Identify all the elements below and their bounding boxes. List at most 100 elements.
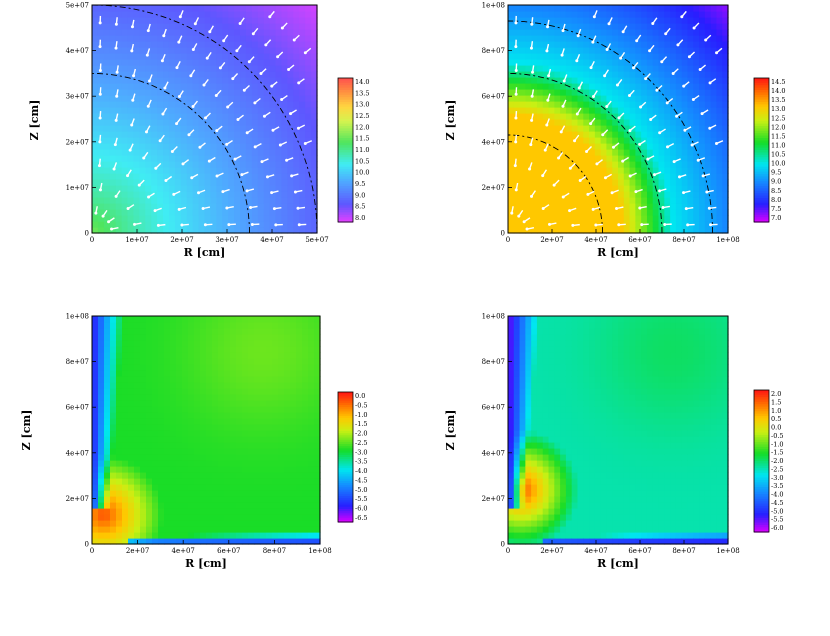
heatmap-cell [140, 340, 147, 347]
heatmap-cell [164, 484, 171, 491]
heatmap-cell [234, 65, 241, 72]
heatmap-cell [659, 35, 665, 42]
heatmap-cell [104, 95, 111, 102]
heatmap-cell [188, 520, 195, 527]
heatmap-cell [122, 400, 129, 407]
heatmap-cell [308, 394, 315, 401]
heatmap-cell [278, 352, 285, 359]
heatmap-cell [687, 155, 693, 162]
heatmap-cell [258, 47, 265, 54]
heatmap-cell [122, 532, 129, 539]
heatmap-cell [566, 203, 572, 210]
heatmap-cell [664, 185, 670, 192]
heatmap-cell [549, 11, 555, 18]
heatmap-cell [230, 406, 237, 413]
heatmap-cell [164, 472, 171, 479]
heatmap-cell [549, 29, 555, 36]
velocity-arrow-head [94, 212, 97, 215]
heatmap-cell [194, 436, 201, 443]
heatmap-cell [170, 466, 177, 473]
heatmap-cell [104, 65, 111, 72]
heatmap-cell [92, 394, 99, 401]
heatmap-cell [236, 532, 243, 539]
heatmap-cell [699, 47, 705, 54]
heatmap-cell [110, 508, 117, 515]
heatmap-cell [224, 400, 231, 407]
heatmap-cell [199, 173, 206, 180]
velocity-arrow-head [702, 174, 705, 177]
heatmap-cell [554, 119, 560, 126]
velocity-arrow-head [545, 49, 548, 52]
x-tick-label: 2e+07 [540, 236, 563, 244]
heatmap-cell [293, 137, 300, 144]
heatmap-cell [116, 209, 123, 216]
heatmap-cell [224, 514, 231, 521]
heatmap-cell [230, 448, 237, 455]
heatmap-cell [187, 149, 194, 156]
heatmap-cell [206, 340, 213, 347]
heatmap-cell [104, 125, 111, 132]
heatmap-cell [163, 125, 170, 132]
colorbar: 14.013.513.012.512.011.511.010.510.09.59… [338, 78, 369, 223]
heatmap-cell [242, 346, 249, 353]
heatmap-cell [230, 424, 237, 431]
heatmap-cell [566, 215, 572, 222]
heatmap-cell [302, 424, 309, 431]
heatmap-cell [218, 496, 225, 503]
heatmap-cell [676, 167, 682, 174]
heatmap-cell [595, 101, 601, 108]
heatmap-cell [305, 107, 312, 114]
heatmap-cell [145, 41, 152, 48]
heatmap-cell [270, 167, 277, 174]
heatmap-cell [170, 370, 177, 377]
velocity-arrow-head [563, 80, 566, 83]
heatmap-cell [296, 316, 303, 323]
heatmap-cell [531, 215, 537, 222]
heatmap-cell [583, 155, 589, 162]
heatmap-cell [635, 53, 641, 60]
heatmap-cell [205, 197, 212, 204]
heatmap-cell [676, 125, 682, 132]
heatmap-cell [230, 496, 237, 503]
heatmap-cell [175, 53, 182, 60]
heatmap-cell [258, 53, 265, 60]
heatmap-cell [176, 316, 183, 323]
heatmap-cell [175, 47, 182, 54]
heatmap-cell [583, 209, 589, 216]
heatmap-cell [531, 59, 537, 66]
heatmap-cell [624, 101, 630, 108]
heatmap-cell [305, 35, 312, 42]
velocity-arrow-head [560, 130, 563, 133]
heatmap-cell [92, 370, 99, 377]
heatmap-cell [676, 131, 682, 138]
heatmap-cell [290, 412, 297, 419]
heatmap-cell [205, 5, 212, 12]
heatmap-cell [687, 167, 693, 174]
heatmap-cell [122, 412, 129, 419]
heatmap-cell [218, 346, 225, 353]
heatmap-cell [164, 532, 171, 539]
heatmap-cell [284, 412, 291, 419]
heatmap-cell [290, 430, 297, 437]
heatmap-cell [716, 209, 722, 216]
heatmap-cell [572, 23, 578, 30]
heatmap-cell [164, 394, 171, 401]
heatmap-cell [182, 346, 189, 353]
heatmap-cell [549, 47, 555, 54]
heatmap-cell [682, 89, 688, 96]
heatmap-cell [699, 5, 705, 12]
heatmap-cell [116, 526, 123, 533]
velocity-arrow-head [546, 99, 549, 102]
heatmap-cell [133, 149, 140, 156]
heatmap-cell [624, 77, 630, 84]
heatmap-cell [525, 149, 531, 156]
heatmap-cell [514, 53, 520, 60]
heatmap-cell [188, 436, 195, 443]
heatmap-cell [601, 161, 607, 168]
heatmap-cell [287, 221, 294, 228]
heatmap-cell [92, 35, 99, 42]
heatmap-cell [554, 53, 560, 60]
heatmap-cell [234, 197, 241, 204]
heatmap-cell [246, 101, 253, 108]
heatmap-cell [140, 328, 147, 335]
